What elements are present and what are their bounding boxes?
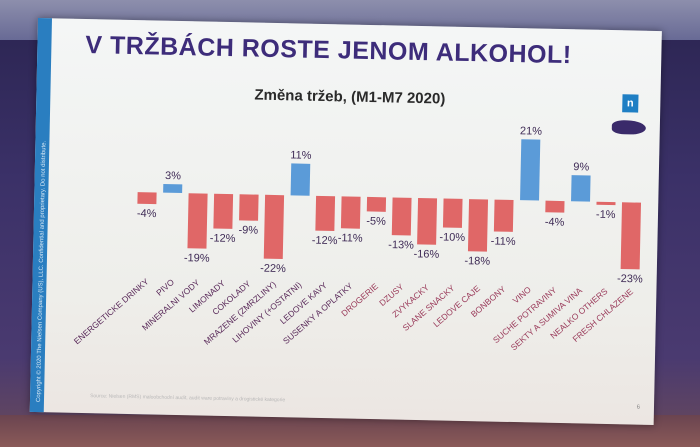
bar-ledove-caje [467,199,489,252]
bar-mineralni-vody [187,193,208,249]
bar-vino [520,139,541,201]
data-label: -10% [439,231,465,244]
bar-energeticke-drinky [137,192,157,205]
bar-limonady [213,193,234,229]
bar-susenky-a-oplatky [340,196,361,229]
data-label: -19% [184,252,210,265]
data-label: 21% [520,125,542,137]
bar-chart: -4%ENERGETICKE DRINKY3%PIVO-19%MINERALNI… [72,125,643,352]
data-label: -18% [464,255,490,268]
category-label: VINO [511,284,534,305]
bar-suche-potraviny [545,200,565,213]
bar-zvykacky [417,197,438,245]
data-label: -5% [366,215,386,227]
presentation-slide: Copyright © 2020 The Nielsen Company (US… [29,18,662,425]
data-label: -16% [413,248,439,261]
bar-ledove-kavy [315,195,336,232]
category-label: PIVO [154,277,176,298]
data-label: -4% [545,216,565,228]
data-label: 9% [573,161,589,173]
bar-mrazene-zmrzliny- [263,194,285,259]
bar-drogerie [366,196,387,212]
bar-pivo [163,183,183,194]
data-label: 3% [165,170,181,182]
data-label: 11% [290,149,312,161]
data-label: -4% [137,208,157,220]
data-label: -11% [491,235,516,248]
bar-lihoviny-ostatni- [290,163,311,196]
data-label: -12% [210,232,236,245]
data-label: -13% [388,239,414,252]
data-label: -22% [260,263,286,276]
data-label: -1% [596,209,616,221]
bar-fresh-chlazene [620,202,642,270]
bar-cokolady [239,194,259,221]
data-label: -9% [238,224,258,236]
bar-slane-snacky [442,198,463,228]
page-number: 6 [636,404,641,411]
category-label: ENERGETICKE DRINKY [72,276,151,346]
data-label: -12% [312,235,338,248]
bar-bonbony [493,199,514,232]
data-label: -23% [617,273,643,286]
data-label: -11% [338,232,363,245]
bar-dzusy [391,197,412,236]
bar-sekty-a-sumiva-vina [571,175,591,202]
bar-nealko-others [596,201,616,206]
